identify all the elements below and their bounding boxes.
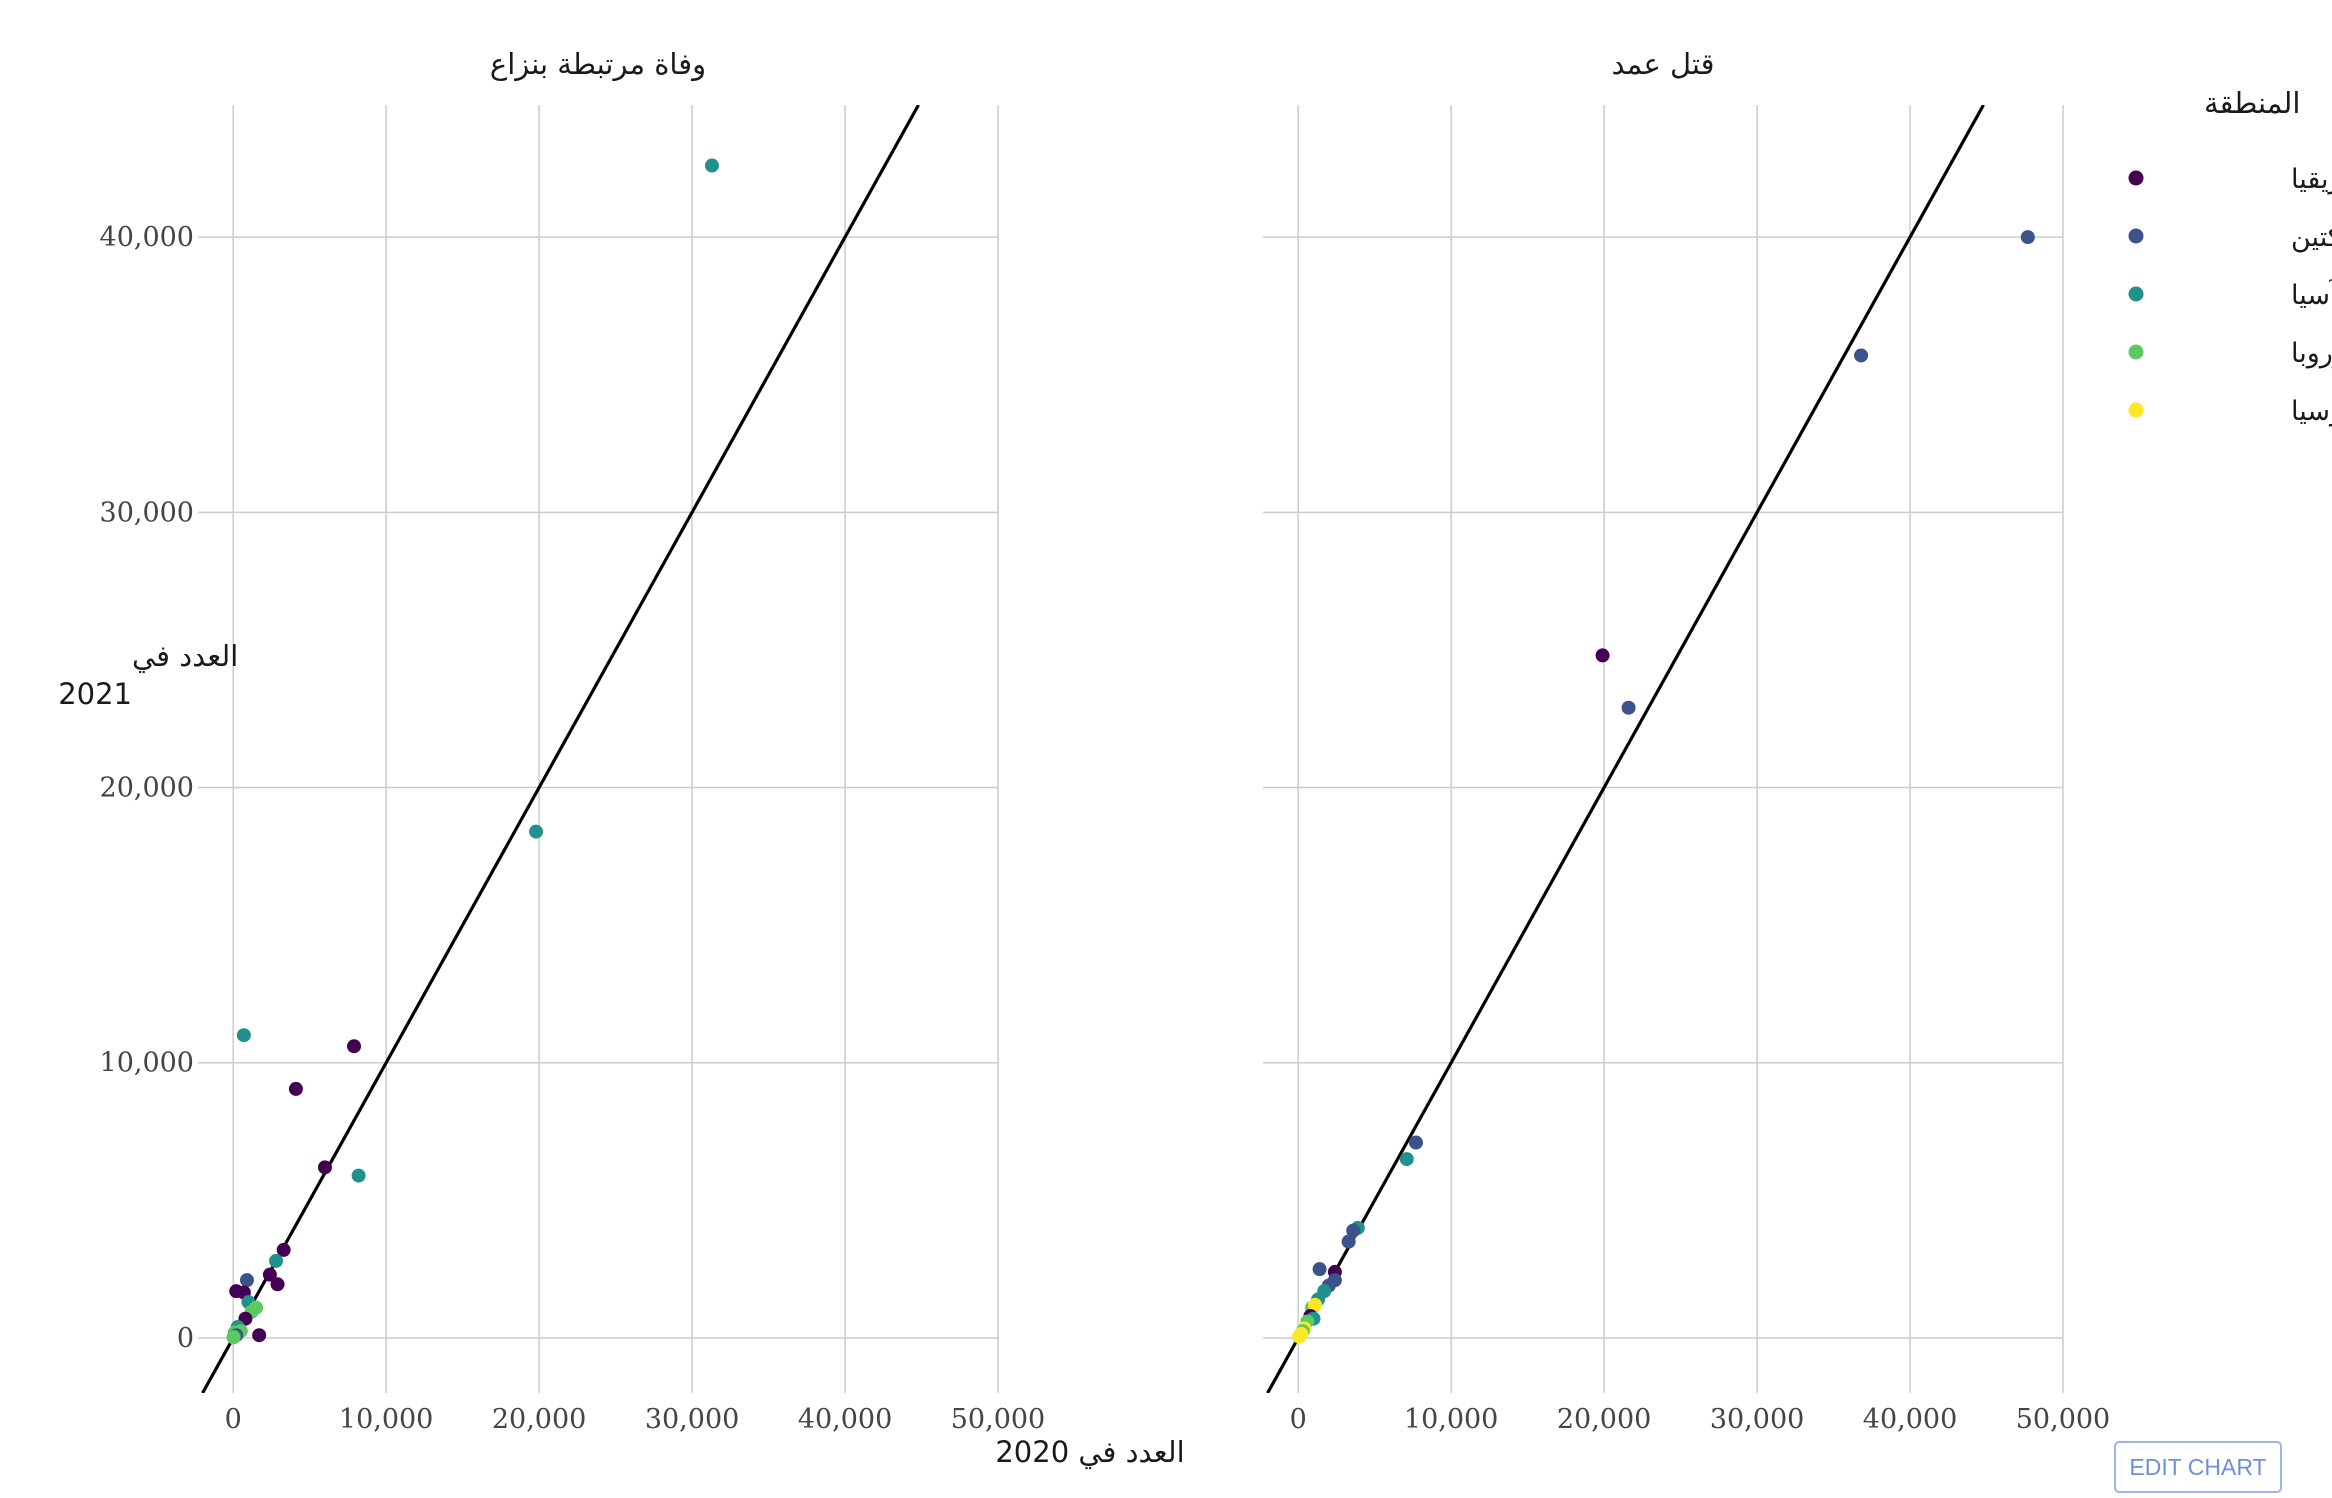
edit-chart-button[interactable]: EDIT CHART (2114, 1441, 2282, 1493)
y-tick-label: 0 (177, 1323, 194, 1354)
x-tick-label: 50,000 (951, 1404, 1045, 1435)
x-axis-title: العدد في 2020 (995, 1435, 1184, 1470)
x-tick-label: 20,000 (492, 1404, 586, 1435)
data-point (1595, 648, 1610, 663)
panel-2: قتل عمد 0 10,000 20,000 30,000 40,000 50,000 (1263, 47, 2110, 1435)
x-tick-label: 10,000 (339, 1404, 433, 1435)
legend: المنطقة إفريقيا الأمريكتين آسيا أوروبا أوقيا… (2128, 86, 2332, 427)
data-point (529, 824, 544, 839)
data-point (1308, 1297, 1323, 1312)
x-tick-label: 10,000 (1404, 1404, 1498, 1435)
data-point (2020, 230, 2035, 245)
y-axis-title-line-2: 2021 (58, 677, 132, 711)
x-tick-label: 20,000 (1557, 1404, 1651, 1435)
x-tick-label: 0 (1290, 1404, 1307, 1435)
legend-label: آسيا (2291, 279, 2332, 311)
panel-1: وفاة مرتبطة بنزاع 0 10,000 20,000 30,000 40,0… (100, 47, 1046, 1435)
data-point (270, 1277, 285, 1292)
data-point (351, 1168, 366, 1183)
y-tick-label: 30,000 (100, 497, 194, 528)
x-tick-label: 30,000 (1710, 1404, 1804, 1435)
data-point (288, 1081, 303, 1096)
y-tick-label: 10,000 (100, 1048, 194, 1079)
data-point (1312, 1262, 1327, 1277)
data-point (226, 1330, 241, 1345)
reference-line (201, 105, 920, 1393)
panel-title: قتل عمد (1611, 47, 1714, 81)
legend-label: الأمريكتين (2291, 219, 2332, 253)
data-point (1399, 1152, 1414, 1167)
chart-panels: وفاة مرتبطة بنزاع 0 10,000 20,000 30,000 40,0… (100, 47, 2111, 1435)
data-point (1341, 1234, 1356, 1249)
x-tick-label: 0 (225, 1404, 242, 1435)
x-tick-label: 50,000 (2016, 1404, 2110, 1435)
legend-swatch (2128, 286, 2144, 302)
data-point (1621, 700, 1636, 715)
reference-line (1266, 105, 1985, 1393)
x-tick-label: 40,000 (798, 1404, 892, 1435)
data-point (262, 1267, 277, 1282)
data-point (1854, 348, 1869, 363)
data-point (1291, 1329, 1306, 1344)
legend-swatch (2128, 228, 2144, 244)
data-point (317, 1160, 332, 1175)
legend-swatch (2128, 402, 2144, 418)
data-point (252, 1328, 267, 1343)
legend-title: المنطقة (2204, 86, 2300, 120)
data-point (704, 158, 719, 173)
legend-swatch (2128, 344, 2144, 360)
y-tick-label: 40,000 (100, 222, 194, 253)
x-tick-label: 40,000 (1863, 1404, 1957, 1435)
data-point (236, 1028, 251, 1043)
y-axis-title-line-1: العدد في (132, 639, 238, 674)
data-point (269, 1253, 284, 1268)
legend-items: إفريقيا الأمريكتين آسيا أوروبا أوقيانوسيا (2128, 164, 2332, 427)
panel-title: وفاة مرتبطة بنزاع (490, 47, 706, 81)
legend-label: أوروبا (2291, 334, 2332, 369)
data-point (1346, 1223, 1361, 1238)
data-point (1408, 1135, 1423, 1150)
x-tick-label: 30,000 (645, 1404, 739, 1435)
legend-label: إفريقيا (2291, 164, 2332, 195)
data-point (347, 1039, 362, 1054)
legend-label: أوقيانوسيا (2291, 392, 2332, 427)
data-point (276, 1242, 291, 1257)
data-point (239, 1273, 254, 1288)
legend-swatch (2128, 170, 2144, 186)
y-tick-label: 20,000 (100, 773, 194, 804)
